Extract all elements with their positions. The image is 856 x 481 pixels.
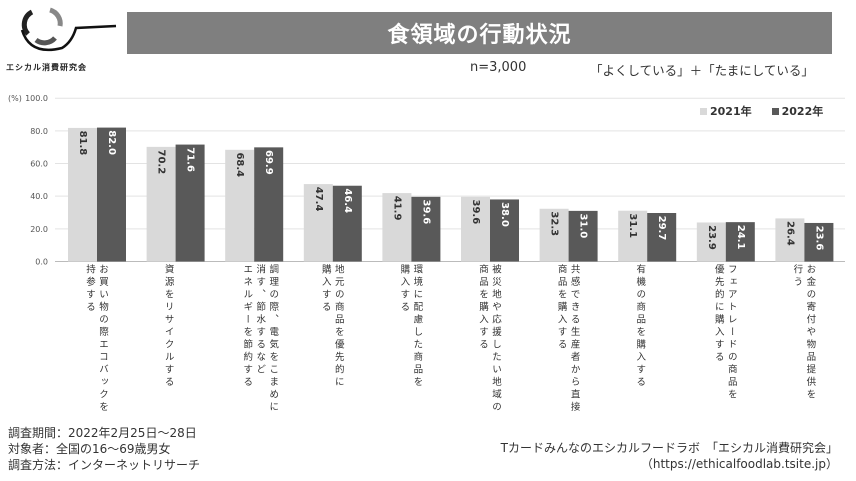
- data-label: 32.3: [549, 211, 560, 236]
- survey-info: 調査期間：2022年2月25日～28日 対象者：全国の16～69歳男女 調査方法…: [8, 425, 200, 473]
- data-label: 69.9: [263, 150, 274, 175]
- bar-2021: [461, 196, 490, 262]
- data-label: 81.8: [77, 131, 88, 156]
- category-label: お金の寄付や物品提供を 行う: [791, 264, 816, 402]
- data-label: 39.6: [420, 199, 431, 224]
- bar-2022: [411, 196, 441, 262]
- bar-chart: 0.0 20.0 40.0 60.0 80.0 100.0(%) 81.8 82.0 70.2 7…: [8, 94, 845, 267]
- category-label: 調理の際、電気をこまめに 消す、節水するなど エネルギーを節約する: [241, 264, 279, 414]
- legend: 2021年 2022年: [700, 103, 823, 119]
- legend-label: 2022年: [781, 105, 824, 118]
- bar-2021: [775, 218, 805, 262]
- data-label: 47.4: [313, 187, 324, 212]
- bar-2022: [804, 222, 834, 262]
- source-name: Tカードみんなのエシカルフードラボ 「エシカル消費研究会」: [500, 441, 838, 455]
- bar-2021: [225, 149, 255, 262]
- bar-2021: [68, 127, 97, 262]
- bar-2021: [382, 193, 412, 262]
- bar-2022: [725, 222, 755, 262]
- data-label: 38.0: [499, 202, 510, 227]
- category-label: お買い物の際エコバックを 持参する: [84, 264, 108, 414]
- bar-2021: [696, 222, 726, 262]
- bar-2021: [618, 210, 648, 262]
- y-tick-label: 40.0: [30, 192, 48, 201]
- bar-2022: [647, 212, 677, 262]
- y-axis-label: (%): [8, 94, 22, 103]
- bar-2021: [539, 208, 569, 262]
- legend-2021: 2021年: [700, 103, 752, 119]
- category-label: 有機の商品を購入する: [634, 264, 646, 389]
- data-label: 29.7: [656, 216, 667, 241]
- data-label: 41.9: [391, 196, 402, 221]
- y-tick-label: 0.0: [35, 258, 48, 267]
- sample-size: n=3,000: [470, 60, 527, 75]
- bar-2021: [146, 146, 176, 262]
- survey-method: 調査方法：インターネットリサーチ: [8, 458, 201, 472]
- source-url[interactable]: （https://ethicalfoodlab.tsite.jp）: [640, 457, 838, 471]
- data-label: 31.1: [627, 213, 638, 238]
- category-label: 被災地や応援したい地域の 商品を購入する: [477, 264, 501, 414]
- data-label: 31.0: [578, 214, 589, 239]
- y-tick-label: 20.0: [30, 225, 48, 234]
- data-label: 23.9: [706, 225, 717, 250]
- bar-2022: [332, 185, 362, 262]
- legend-2022: 2022年: [771, 103, 824, 119]
- y-tick-label: 80.0: [30, 127, 48, 136]
- logo-text: エシカル消費研究会: [6, 63, 87, 72]
- data-label: 70.2: [156, 150, 167, 175]
- data-label: 71.6: [185, 147, 196, 172]
- data-label: 24.1: [735, 225, 746, 250]
- bar-2022: [490, 199, 519, 262]
- category-label: フェアトレードの商品を 優先的に購入する: [712, 264, 737, 402]
- data-label: 23.6: [813, 226, 824, 251]
- bar-2022: [175, 144, 205, 262]
- legend-label: 2021年: [710, 105, 752, 118]
- data-label: 39.6: [470, 199, 481, 224]
- source-info: Tカードみんなのエシカルフードラボ 「エシカル消費研究会」 （https://e…: [468, 440, 838, 472]
- data-label: 26.4: [784, 221, 795, 246]
- bar-2022: [97, 127, 126, 262]
- data-label: 46.4: [342, 188, 353, 213]
- page-title: 食領域の行動状況: [127, 12, 832, 54]
- category-label: 共感できる生産者から直接 商品を購入する: [555, 264, 580, 414]
- y-tick-label: 60.0: [30, 160, 48, 169]
- data-label: 68.4: [234, 152, 245, 177]
- category-label: 環境に配慮した商品を 購入する: [398, 264, 423, 389]
- survey-period: 調査期間：2022年2月25日～28日: [8, 426, 197, 440]
- survey-target: 対象者：全国の16～69歳男女: [8, 442, 171, 456]
- bar-2021: [303, 184, 333, 262]
- bar-2022: [568, 210, 598, 262]
- logo-icon: [20, 7, 117, 52]
- bar-2022: [254, 147, 284, 262]
- category-label: 資源をリサイクルする: [162, 264, 174, 389]
- category-label: 地元の商品を優先的に 購入する: [319, 264, 344, 389]
- condition-note: 「よくしている」＋「たまにしている」: [590, 63, 814, 78]
- data-label: 82.0: [106, 130, 117, 155]
- y-tick-label: 100.0: [25, 94, 48, 103]
